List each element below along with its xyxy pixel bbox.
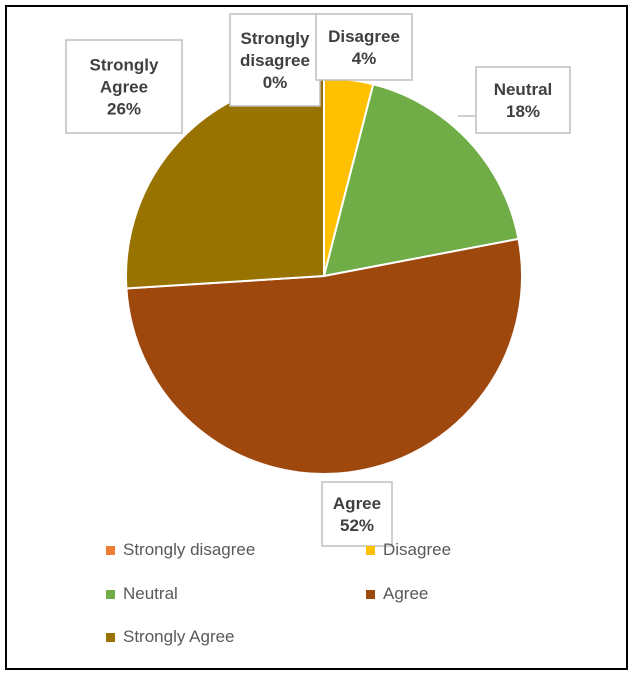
data-label-text-agree: Agree [333,494,381,513]
data-label-box-strongly-disagree [229,13,321,107]
data-label-box-agree [321,481,393,547]
pie-slice-neutral [322,83,520,278]
data-label-text-agree: 52% [340,516,374,535]
data-label-text-neutral: Neutral [494,80,553,99]
data-label-disagree: Disagree 4% [315,13,413,81]
data-label-strongly-disagree: Strongly disagree 0% [229,13,321,107]
data-label-neutral: Neutral 18% [475,66,571,134]
data-label-text-disagree: Disagree [328,27,400,46]
data-label-box-disagree [315,13,413,81]
data-label-text-strongly-disagree: 0% [263,73,288,92]
data-label-text-disagree: 4% [352,49,377,68]
data-label-text-neutral: 18% [506,102,540,121]
data-label-text-strongly-agree: 26% [107,100,141,119]
data-label-strongly-agree: Strongly Agree 26% [65,39,183,134]
pie-slice-agree [125,237,523,475]
data-label-text-strongly-disagree: Strongly [241,29,310,48]
data-label-text-strongly-agree: Agree [100,78,148,97]
data-label-text-strongly-disagree: disagree [240,51,310,70]
data-label-agree: Agree 52% [321,481,393,547]
data-label-box-neutral [475,66,571,134]
data-label-text-strongly-agree: Strongly [90,56,159,75]
data-label-box-strongly-agree [65,39,183,134]
